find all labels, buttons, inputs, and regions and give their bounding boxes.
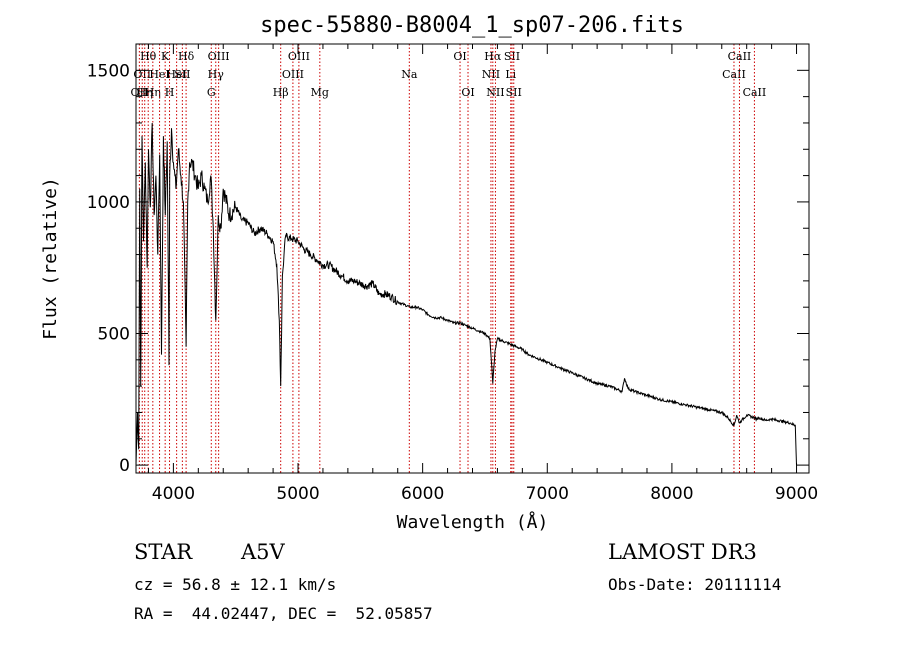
emission-line-label: OIII	[208, 50, 230, 63]
emission-line-label: H	[165, 86, 175, 99]
emission-line-label: Li	[505, 68, 516, 81]
emission-line-label: Mg	[311, 86, 329, 99]
emission-line-label: OIII	[282, 68, 304, 81]
x-tick-label: 9000	[775, 484, 818, 504]
emission-line-label: CaII	[743, 86, 767, 99]
spectrum-series-line	[135, 122, 797, 466]
axes-layer: 4000 5000 6000 7000 8000 9000 0 500 1000 1500	[87, 44, 818, 504]
emission-line-label: Hα	[484, 50, 502, 63]
x-tick-label: 8000	[650, 484, 693, 504]
observation-date: Obs-Date: 20111114	[608, 575, 782, 594]
object-class: STAR	[134, 540, 193, 564]
emission-line-label: G	[207, 86, 216, 99]
emission-line-label: OI	[453, 50, 466, 63]
survey-name: LAMOST DR3	[608, 540, 757, 564]
emission-lines-layer: OIIOIIHηHθHηHeIKHHeISIIHδGHγOIIIHβOIIIOI…	[131, 44, 767, 473]
spectrum-layer	[135, 122, 797, 466]
emission-line-label: Hη	[145, 86, 161, 99]
x-tick-label: 4000	[152, 484, 195, 504]
emission-line-label: Hη	[137, 86, 153, 99]
emission-line-label: Hδ	[178, 50, 195, 63]
x-tick-label: 7000	[526, 484, 569, 504]
x-axis-label: Wavelength (Å)	[397, 511, 549, 533]
emission-line-label: Hθ	[140, 50, 157, 63]
emission-line-label: Na	[401, 68, 418, 81]
y-tick-label: 0	[119, 456, 130, 476]
y-tick-label: 1500	[87, 61, 130, 81]
object-subclass: A5V	[241, 540, 285, 564]
x-tick-label: 5000	[276, 484, 319, 504]
emission-line-label: CaII	[728, 50, 752, 63]
y-tick-label: 1000	[87, 193, 130, 213]
coordinates: RA = 44.02447, DEC = 52.05857	[134, 604, 433, 623]
emission-line-label: SII	[174, 68, 190, 81]
redshift-velocity: cz = 56.8 ± 12.1 km/s	[134, 575, 337, 594]
emission-line-label: CaII	[722, 68, 746, 81]
emission-line-label: OII	[133, 68, 151, 81]
emission-line-label: SII	[504, 50, 520, 63]
emission-line-label: Hγ	[208, 68, 225, 81]
emission-line-label: SII	[506, 86, 522, 99]
emission-line-label: Hβ	[273, 86, 289, 99]
emission-line-label: K	[161, 50, 170, 63]
emission-line-label: OI	[461, 86, 474, 99]
emission-line-label: HeI	[149, 68, 169, 81]
emission-line-label: NII	[486, 86, 504, 99]
x-tick-label: 6000	[401, 484, 444, 504]
emission-line-label: OIII	[288, 50, 310, 63]
emission-line-label: HeI	[166, 68, 186, 81]
emission-line-label: NII	[482, 68, 500, 81]
chart-title: spec-55880-B8004_1_sp07-206.fits	[260, 13, 684, 38]
y-tick-label: 500	[98, 325, 130, 345]
y-axis-label: Flux (relative)	[40, 177, 61, 340]
emission-line-label: OII	[131, 86, 149, 99]
